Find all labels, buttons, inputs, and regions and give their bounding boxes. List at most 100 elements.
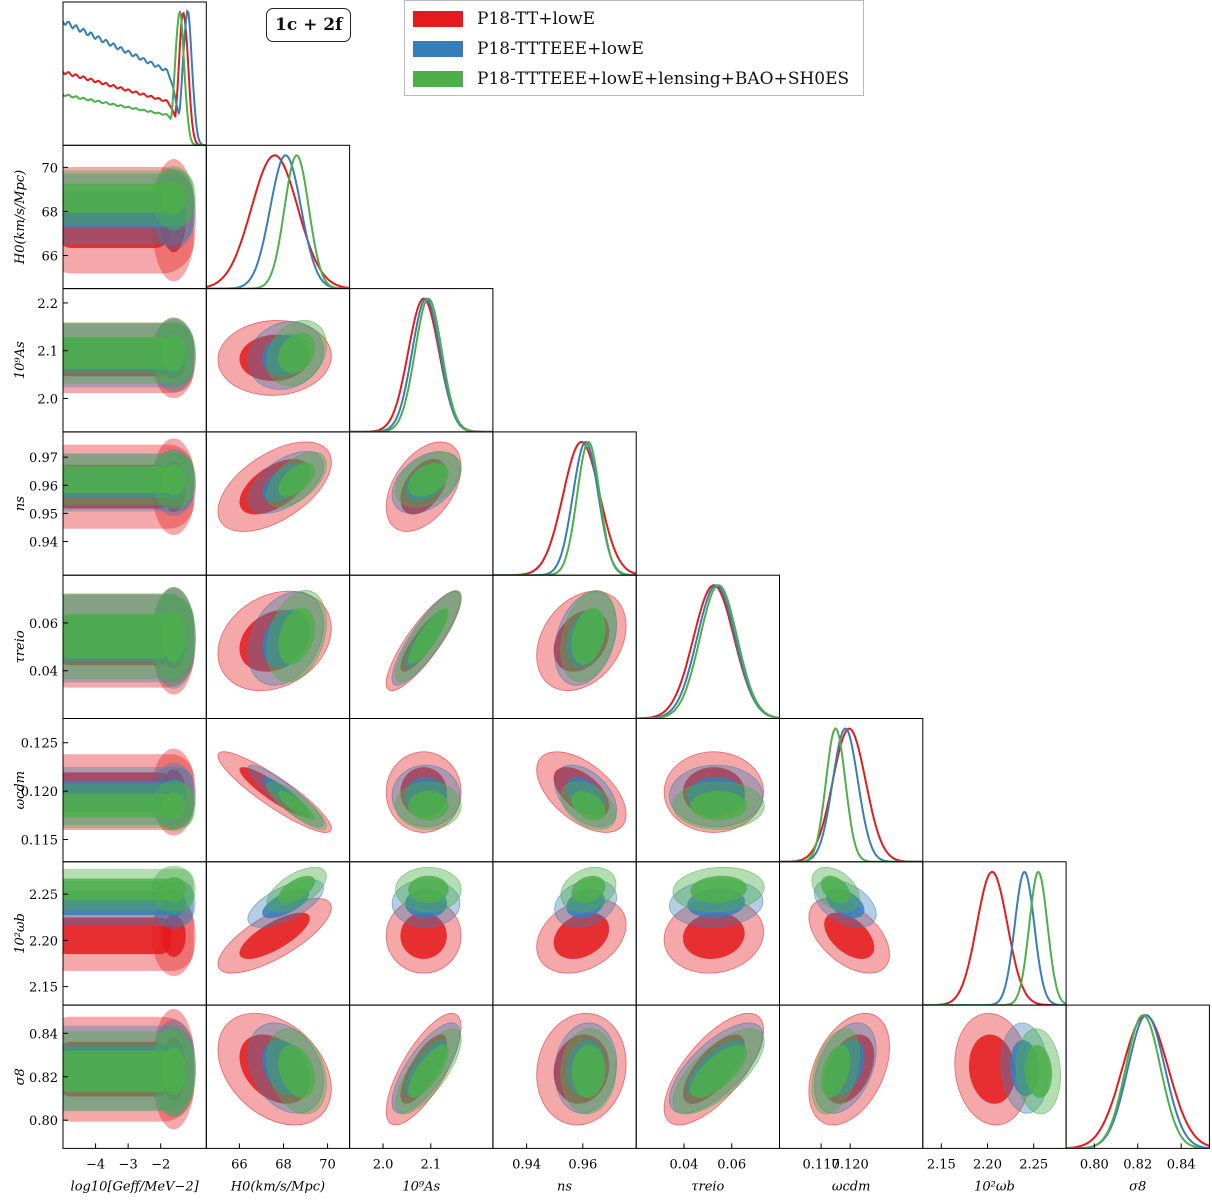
panel-2-3 <box>385 441 462 532</box>
x-tick-label: 0.117 <box>803 1157 840 1172</box>
y-tick-label: 2.2 <box>37 297 58 312</box>
y-axis-label: ωcdm <box>13 771 28 810</box>
density-curve <box>492 440 637 576</box>
legend-label: P18-TTTEEE+lowE+lensing+BAO+SH0ES <box>477 69 850 89</box>
contour-inner <box>278 790 316 821</box>
panel-2-6 <box>385 866 462 974</box>
y-tick-label: 68 <box>41 205 58 220</box>
density-curve <box>63 9 207 146</box>
density-curve <box>636 584 780 719</box>
contour-inner <box>63 613 172 659</box>
y-tick-label: 0.06 <box>29 617 58 632</box>
panel-frame <box>205 144 351 290</box>
panel-5-6 <box>808 866 890 974</box>
x-axis-label: σ8 <box>1129 1179 1146 1194</box>
contour-inner <box>571 607 606 665</box>
panel-0-6 <box>63 865 196 977</box>
y-tick-label: 0.80 <box>29 1114 58 1129</box>
contour-blob <box>161 181 186 215</box>
y-tick-label: 2.20 <box>29 934 58 949</box>
model-label: 1c + 2f <box>275 15 343 35</box>
diag-5 <box>779 727 923 862</box>
legend-label: P18-TT+lowE <box>477 9 596 29</box>
diag-2 <box>349 297 493 432</box>
y-tick-label: 66 <box>41 250 58 265</box>
x-tick-label: 0.82 <box>1123 1157 1152 1172</box>
density-curve <box>922 870 1067 1006</box>
contour-inner <box>63 466 172 494</box>
y-tick-label: 0.84 <box>29 1027 58 1042</box>
contour-inner <box>571 875 606 904</box>
y-axis-label: H0(km/s/Mpc) <box>13 170 28 265</box>
x-axis-label: 10²ωb <box>974 1179 1015 1194</box>
y-axis-label: 10²ωb <box>13 913 28 954</box>
diag-1 <box>206 154 350 289</box>
y-tick-label: 0.125 <box>21 737 58 752</box>
x-tick-label: 2.1 <box>420 1157 441 1172</box>
contour-inner <box>408 875 449 904</box>
density-curve <box>922 870 1067 1006</box>
contour-inner <box>63 794 172 818</box>
y-tick-label: 0.96 <box>29 479 58 494</box>
x-tick-label: 2.25 <box>1019 1157 1048 1172</box>
contour-inner <box>278 1044 316 1098</box>
contour-inner <box>690 790 747 821</box>
y-axis-label: τreio <box>13 630 28 663</box>
x-axis-label: log10[Geff/MeV−2] <box>71 1179 200 1194</box>
panel-1-2 <box>217 319 332 396</box>
x-axis-label: 10⁹As <box>402 1179 440 1194</box>
density-curve <box>349 297 493 432</box>
x-tick-label: −3 <box>119 1157 138 1172</box>
y-axis-label: σ8 <box>13 1068 28 1085</box>
contour-inner <box>690 1044 747 1098</box>
contour-blob <box>161 877 186 903</box>
panel-3-5 <box>536 751 627 833</box>
y-tick-label: 70 <box>41 161 58 176</box>
diag-4 <box>636 584 780 719</box>
legend-entry: P18-TTTEEE+lowE <box>413 34 855 64</box>
contour-inner <box>278 607 316 665</box>
contour-blob <box>161 610 186 662</box>
diag-7 <box>1066 1014 1210 1149</box>
contour-inner <box>63 917 172 955</box>
panel-4-7 <box>663 1012 765 1126</box>
density-curve <box>1066 1014 1210 1149</box>
density-curve <box>206 154 350 289</box>
contour-inner <box>820 1044 851 1098</box>
contour-inner <box>408 607 449 665</box>
panel-3-6 <box>536 866 627 974</box>
density-curve <box>922 870 1067 1006</box>
panel-4-6 <box>663 866 765 974</box>
contour-inner <box>278 875 316 904</box>
panel-1-5 <box>217 751 332 833</box>
y-tick-label: 0.97 <box>29 451 58 466</box>
y-axis-label: ns <box>13 496 28 511</box>
panel-1-6 <box>217 866 332 974</box>
panel-1-7 <box>217 1012 332 1126</box>
contour-blob <box>161 334 186 372</box>
contour-inner <box>408 1044 449 1098</box>
panel-0-7 <box>63 1008 196 1130</box>
x-tick-label: 70 <box>319 1157 336 1172</box>
contour-blob <box>161 1047 186 1096</box>
x-tick-label: 2.20 <box>973 1157 1002 1172</box>
contour-inner <box>63 1050 172 1093</box>
contour-inner <box>239 912 310 959</box>
panel-0-5 <box>63 748 196 836</box>
density-curve <box>779 727 923 862</box>
x-axis-label: ωcdm <box>832 1179 871 1194</box>
x-tick-label: 0.80 <box>1080 1157 1109 1172</box>
contour-blob <box>161 464 186 496</box>
density-curve <box>779 727 923 862</box>
legend-entry: P18-TTTEEE+lowE+lensing+BAO+SH0ES <box>413 64 855 94</box>
x-tick-label: 0.04 <box>669 1157 698 1172</box>
panel-0-2 <box>63 317 196 399</box>
contour-inner <box>278 332 316 374</box>
x-axis-label: H0(km/s/Mpc) <box>230 1179 325 1194</box>
panel-6-7 <box>954 1012 1061 1126</box>
contour-inner <box>1024 1044 1053 1098</box>
contour-blob <box>161 914 186 957</box>
x-tick-label: 2.0 <box>373 1157 394 1172</box>
density-curve <box>206 154 350 289</box>
y-tick-label: 0.120 <box>21 785 58 800</box>
